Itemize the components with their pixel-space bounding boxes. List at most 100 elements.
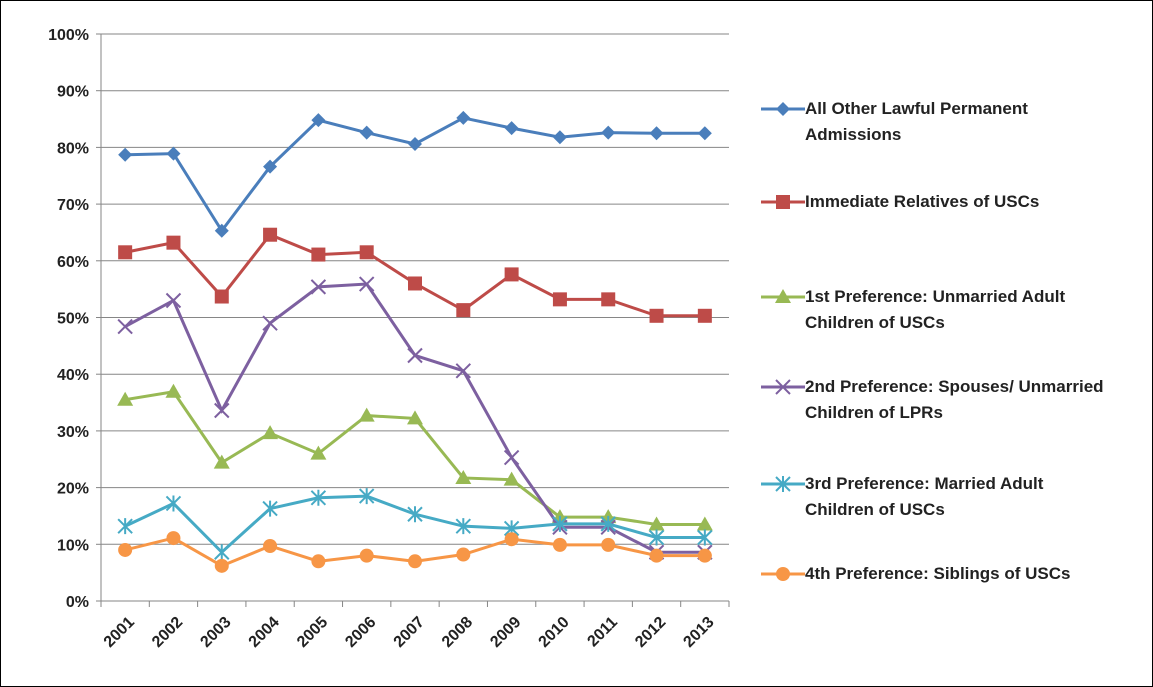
- data-point: [214, 544, 230, 561]
- data-point: [408, 554, 422, 569]
- data-point: [118, 542, 133, 557]
- data-point: [359, 245, 374, 260]
- data-point: [214, 402, 230, 419]
- data-point: [601, 537, 616, 552]
- data-point: [456, 110, 471, 125]
- data-point: [166, 235, 181, 250]
- x-tick-label: 2007: [391, 614, 428, 651]
- legend-entry: 2nd Preference: Spouses/ Unmarried Child…: [761, 374, 1141, 426]
- legend-entry: 4th Preference: Siblings of USCs: [761, 561, 1141, 587]
- data-point: [649, 548, 664, 563]
- x-tick-label: 2001: [101, 614, 138, 651]
- data-point: [359, 548, 374, 563]
- data-point: [311, 113, 326, 128]
- data-point: [118, 245, 133, 260]
- data-point: [552, 537, 567, 552]
- x-tick-label: 2009: [487, 614, 524, 651]
- data-point: [359, 125, 374, 140]
- legend-icon: [761, 195, 805, 209]
- data-point: [165, 383, 182, 398]
- series: [118, 110, 712, 238]
- data-point: [165, 495, 182, 512]
- legend-icon: [761, 102, 805, 116]
- x-tick-label: 2002: [149, 614, 186, 651]
- data-point: [696, 516, 713, 531]
- data-point: [407, 410, 423, 425]
- data-point: [117, 391, 134, 406]
- data-point: [552, 292, 567, 307]
- data-point: [552, 515, 568, 532]
- data-point: [503, 449, 520, 466]
- y-tick-label: 40%: [57, 367, 89, 384]
- series: [117, 488, 713, 561]
- data-point: [697, 548, 712, 563]
- data-point: [456, 303, 471, 318]
- data-point: [408, 276, 422, 291]
- data-point: [311, 554, 326, 569]
- legend-label: 2nd Preference: Spouses/ Unmarried Child…: [805, 377, 1104, 422]
- data-point: [601, 292, 616, 307]
- data-point: [503, 471, 520, 486]
- legend-label: 1st Preference: Unmarried Adult Children…: [805, 287, 1066, 332]
- data-point: [117, 318, 133, 335]
- data-point: [504, 267, 519, 282]
- x-tick-label: 2003: [197, 614, 234, 651]
- data-point: [358, 276, 375, 292]
- data-point: [213, 454, 230, 469]
- data-point: [310, 279, 327, 295]
- data-point: [118, 147, 133, 162]
- data-point: [649, 308, 664, 323]
- x-tick-label: 2010: [536, 614, 573, 651]
- y-tick-label: 10%: [57, 537, 89, 554]
- series-line: [124, 232, 705, 318]
- series-line: [125, 116, 705, 234]
- data-point: [263, 227, 278, 242]
- data-point: [697, 126, 712, 141]
- legend-icon: [761, 476, 805, 492]
- chart: 0% 10% 20% 30% 40% 50% 60% 70% 80% 90% 100% 2001 200…: [48, 27, 730, 651]
- data-point: [648, 516, 665, 531]
- legend-icon: [761, 379, 805, 395]
- legend-marker: [776, 102, 790, 116]
- x-tick-label: 2006: [342, 614, 379, 651]
- data-point: [358, 488, 375, 505]
- data-point: [166, 531, 181, 546]
- data-point: [455, 363, 472, 379]
- data-point: [504, 121, 519, 136]
- legend-entry: Immediate Relatives of USCs: [761, 189, 1141, 215]
- data-point: [456, 547, 471, 562]
- x-tick-label: 2008: [439, 614, 476, 651]
- legend-label: 4th Preference: Siblings of USCs: [805, 564, 1071, 583]
- legend-icon: [761, 567, 805, 581]
- y-tick-label: 100%: [48, 27, 89, 44]
- legend-label: All Other Lawful Permanent Admissions: [805, 99, 1028, 144]
- data-point: [117, 518, 133, 535]
- x-tick-label: 2005: [294, 614, 331, 651]
- legend-label: 3rd Preference: Married Adult Children o…: [805, 474, 1044, 519]
- data-point: [648, 529, 665, 546]
- data-point: [600, 515, 616, 532]
- data-point: [552, 130, 567, 145]
- y-tick-label: 70%: [57, 197, 89, 214]
- data-point: [311, 247, 326, 262]
- y-tick-label: 50%: [57, 311, 89, 328]
- legend-marker: [775, 476, 791, 492]
- data-point: [262, 425, 279, 440]
- data-point: [649, 126, 664, 141]
- data-point: [697, 308, 712, 323]
- data-point: [407, 347, 423, 364]
- legend-entry: All Other Lawful Permanent Admissions: [761, 96, 1141, 148]
- legend-entry: 1st Preference: Unmarried Adult Children…: [761, 284, 1141, 336]
- legend-marker: [776, 567, 790, 581]
- y-tick-label: 90%: [57, 84, 89, 101]
- legend-marker: [775, 289, 791, 303]
- data-point: [455, 469, 472, 484]
- legend-entry: 3rd Preference: Married Adult Children o…: [761, 471, 1141, 523]
- x-tick-label: 2013: [680, 614, 717, 651]
- data-point: [407, 506, 423, 523]
- legend-marker: [775, 379, 791, 395]
- legend-icon: [761, 289, 805, 303]
- data-point: [214, 223, 229, 238]
- data-point: [263, 539, 278, 554]
- data-point: [504, 532, 519, 547]
